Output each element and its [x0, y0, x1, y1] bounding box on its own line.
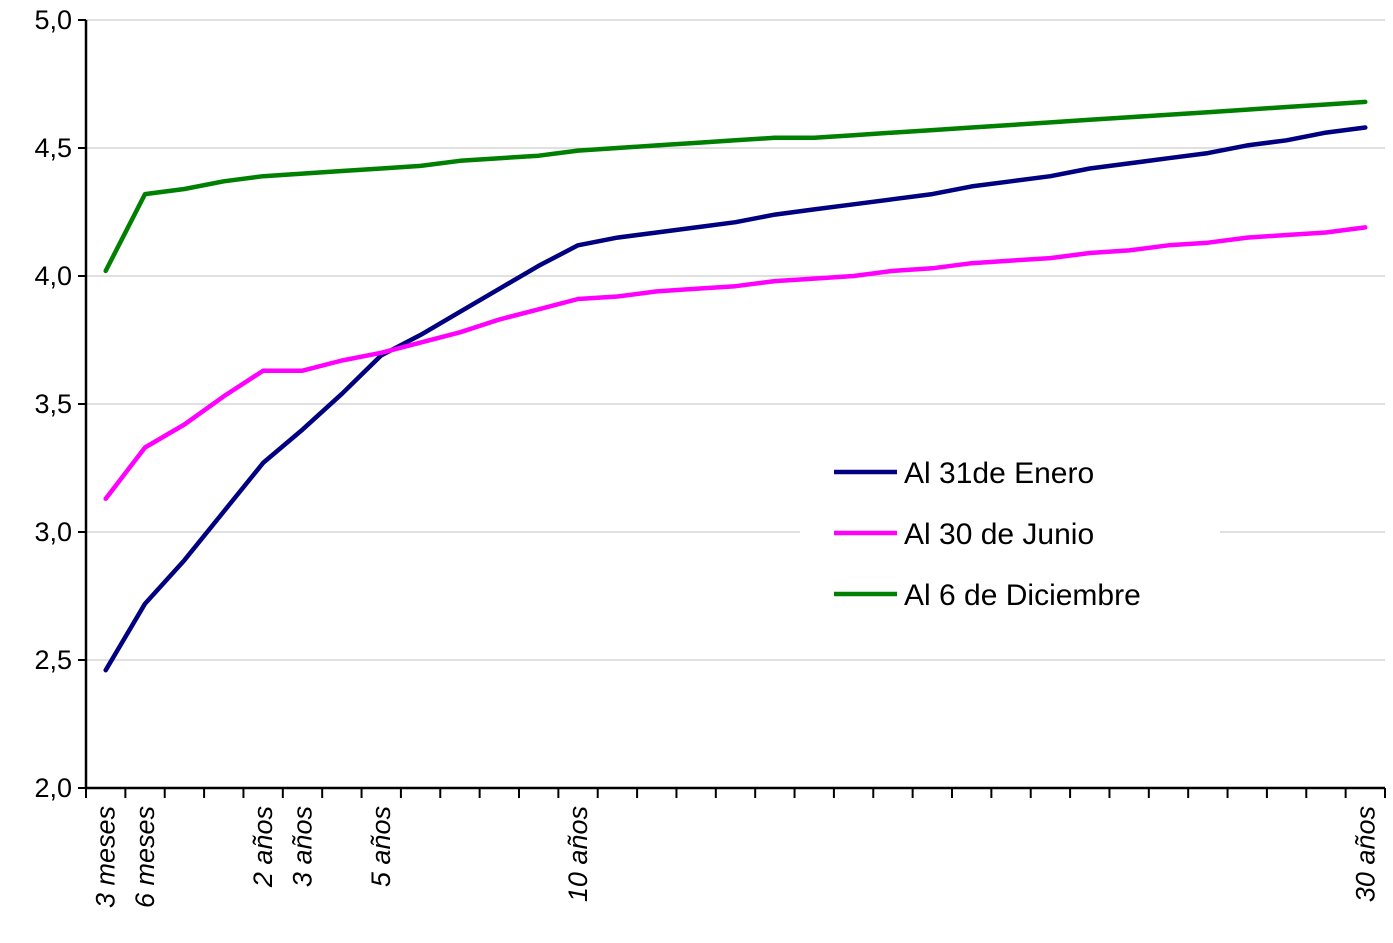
- y-tick-label: 2,0: [34, 773, 72, 803]
- x-tick-label: 5 años: [366, 806, 396, 887]
- axes: [78, 19, 1386, 798]
- y-tick-label: 5,0: [34, 5, 72, 35]
- gridlines: [86, 19, 1385, 661]
- x-tick-labels: 3 meses 6 meses 2 años 3 años 5 años 10 años 3…: [91, 806, 1381, 908]
- legend: Al 31de Enero Al 30 de Junio Al 6 de Dicie…: [800, 440, 1220, 625]
- y-tick-label: 4,5: [34, 133, 72, 163]
- x-tick-label: 10 años: [563, 806, 593, 902]
- legend-label: Al 30 de Junio: [904, 518, 1094, 551]
- series-line-al-30-de-junio: [103, 225, 1368, 501]
- y-tick-label: 3,5: [34, 389, 72, 419]
- y-tick-labels: 2,0 2,5 3,0 3,5 4,0 4,5 5,0: [34, 5, 72, 803]
- legend-label: Al 31de Enero: [904, 457, 1094, 490]
- series-lines: [103, 99, 1368, 673]
- x-tick-label: 2 años: [248, 806, 278, 888]
- legend-label: Al 6 de Diciembre: [904, 579, 1141, 612]
- y-tick-label: 3,0: [34, 517, 72, 547]
- y-tick-label: 4,0: [34, 261, 72, 291]
- y-tick-label: 2,5: [34, 645, 72, 675]
- series-line-al-31de-enero: [103, 125, 1368, 673]
- x-tick-label: 3 años: [288, 806, 318, 887]
- x-tick-label: 3 meses: [91, 806, 121, 908]
- x-tick-label: 30 años: [1350, 806, 1380, 902]
- series-line-al-6-de-diciembre: [103, 99, 1368, 274]
- x-tick-label: 6 meses: [130, 806, 160, 908]
